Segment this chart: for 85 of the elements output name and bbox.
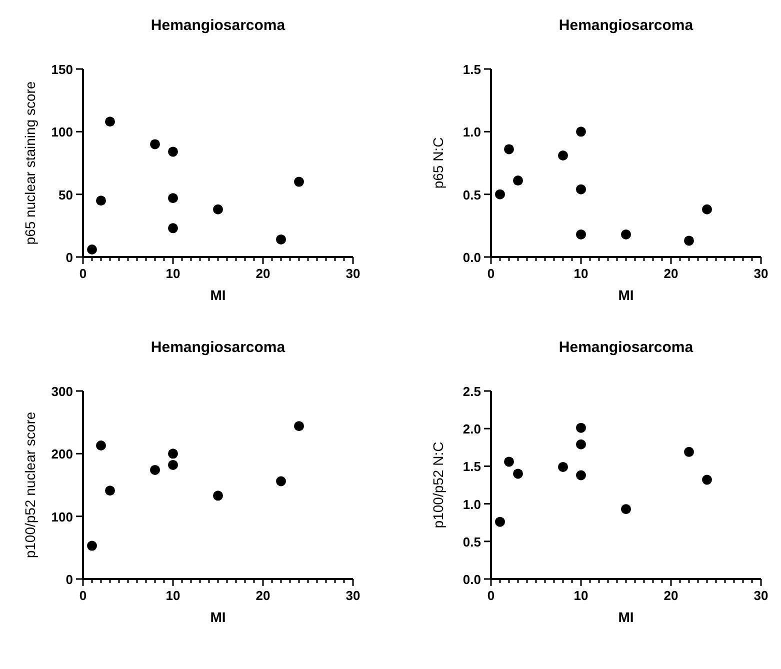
y-tick-label: 200 <box>51 446 73 462</box>
point <box>168 146 178 157</box>
point <box>576 422 586 433</box>
point <box>213 490 223 501</box>
chart-title: Hemangiosarcoma <box>558 339 694 356</box>
x-axis-title: MI <box>210 609 226 625</box>
point <box>168 460 178 470</box>
point <box>558 150 568 160</box>
point <box>105 486 115 496</box>
point <box>213 204 223 214</box>
x-tick-label: 0 <box>79 588 87 603</box>
x-axis-title: MI <box>618 609 634 625</box>
point <box>105 116 115 127</box>
y-axis-title: p100/p52 N:C <box>430 442 446 528</box>
x-tick-label: 20 <box>664 266 678 281</box>
x-tick-label: 10 <box>574 266 588 281</box>
x-tick-label: 20 <box>256 266 270 281</box>
y-tick-label: 100 <box>51 124 73 140</box>
point <box>294 176 304 187</box>
y-tick-label: 0.5 <box>462 187 481 202</box>
y-tick-label: 0.5 <box>462 534 481 550</box>
y-axis-title: p100/p52 nuclear score <box>22 412 38 558</box>
x-tick-label: 30 <box>754 266 768 281</box>
y-axis-title: p65 nuclear staining score <box>22 81 38 245</box>
x-tick-label: 10 <box>166 588 180 603</box>
point <box>495 516 505 527</box>
point <box>276 234 286 244</box>
point <box>576 184 586 194</box>
x-tick-label: 30 <box>754 588 768 603</box>
point <box>276 476 286 486</box>
y-tick-label: 0 <box>66 250 73 265</box>
y-tick-label: 0.0 <box>462 572 481 587</box>
point <box>621 504 631 514</box>
x-tick-label: 0 <box>487 266 495 281</box>
x-tick-label: 20 <box>664 588 678 603</box>
y-tick-label: 50 <box>58 187 73 202</box>
y-tick-label: 1.0 <box>462 124 481 140</box>
x-tick-label: 30 <box>346 588 360 603</box>
point <box>168 448 178 459</box>
point <box>684 236 694 246</box>
point <box>96 196 106 206</box>
point <box>576 470 586 480</box>
point <box>96 440 106 451</box>
point <box>504 144 514 154</box>
y-tick-label: 300 <box>51 384 73 399</box>
y-tick-label: 100 <box>51 509 73 524</box>
point <box>513 176 523 186</box>
point <box>702 204 712 214</box>
point <box>621 229 631 240</box>
y-tick-label: 0.0 <box>462 250 481 265</box>
x-axis-title: MI <box>210 287 226 303</box>
point <box>168 193 178 204</box>
point <box>87 244 97 254</box>
chart-title: Hemangiosarcoma <box>150 339 286 356</box>
point <box>576 126 586 137</box>
y-tick-label: 2.5 <box>462 384 481 399</box>
y-tick-label: 1.0 <box>462 496 481 512</box>
y-tick-label: 1.5 <box>462 459 481 474</box>
point <box>294 421 304 432</box>
y-tick-label: 150 <box>51 62 73 77</box>
x-tick-label: 20 <box>256 588 270 603</box>
x-tick-label: 0 <box>487 588 495 603</box>
point <box>87 540 97 551</box>
y-tick-label: 0 <box>66 572 73 587</box>
y-tick-label: 1.5 <box>462 62 481 77</box>
x-axis-title: MI <box>618 287 634 303</box>
point <box>576 439 586 450</box>
x-tick-label: 30 <box>346 266 360 281</box>
x-tick-label: 10 <box>166 266 180 281</box>
point <box>504 456 514 467</box>
point <box>684 446 694 457</box>
point <box>576 229 586 240</box>
point <box>168 223 178 234</box>
chart-title: Hemangiosarcoma <box>150 17 286 34</box>
point <box>495 189 505 200</box>
x-tick-label: 10 <box>574 588 588 603</box>
point <box>150 464 160 475</box>
point <box>558 462 568 472</box>
x-tick-label: 0 <box>79 266 87 281</box>
y-tick-label: 2.0 <box>462 422 481 437</box>
chart-title: Hemangiosarcoma <box>558 17 694 34</box>
point <box>513 468 523 479</box>
y-axis-title: p65 N:C <box>430 137 446 189</box>
point <box>702 474 712 485</box>
point <box>150 139 160 150</box>
